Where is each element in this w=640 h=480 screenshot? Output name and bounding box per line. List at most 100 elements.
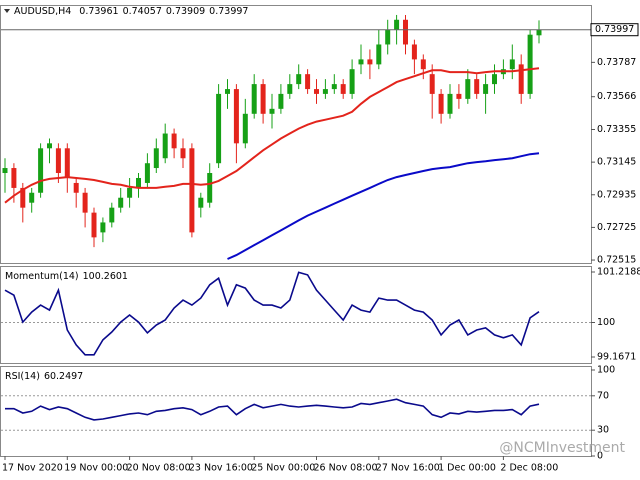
indicator-line bbox=[5, 398, 540, 421]
candle-body bbox=[153, 148, 159, 169]
price-box bbox=[590, 23, 639, 37]
candle-body bbox=[394, 19, 400, 30]
candle-body bbox=[305, 74, 311, 90]
candle-body bbox=[411, 44, 417, 60]
candle-body bbox=[483, 84, 489, 94]
candle-body bbox=[474, 79, 480, 94]
x-tick-label: 23 Nov 16:00 bbox=[189, 463, 253, 474]
candle-body bbox=[225, 89, 230, 94]
x-tick-label: 27 Nov 16:00 bbox=[376, 463, 440, 474]
candle-body bbox=[109, 207, 115, 223]
ohlc-close: 0.73997 bbox=[209, 6, 248, 17]
ohlc-open: 0.73961 bbox=[79, 6, 118, 17]
y-tick-label: 0.73145 bbox=[597, 157, 636, 168]
candle-body bbox=[11, 168, 17, 188]
candle-body bbox=[162, 133, 168, 159]
indicator-line bbox=[4, 67, 540, 204]
candle-body bbox=[29, 192, 35, 203]
candle-body bbox=[91, 212, 97, 238]
y-tick-label: 70 bbox=[597, 390, 609, 401]
candle-body bbox=[189, 148, 195, 233]
candle-body bbox=[527, 34, 533, 94]
indicator-line bbox=[227, 152, 540, 260]
indicator-name: Momentum(14) bbox=[5, 271, 79, 282]
candle-body bbox=[376, 44, 382, 65]
candle-body bbox=[233, 89, 239, 144]
ohlc-low: 0.73909 bbox=[166, 6, 205, 17]
candle-body bbox=[171, 133, 177, 149]
candle-body bbox=[73, 182, 79, 193]
candle-body bbox=[242, 113, 248, 144]
x-tick-label: 19 Nov 00:00 bbox=[64, 463, 128, 474]
candle-body bbox=[64, 148, 70, 178]
candle-body bbox=[322, 89, 328, 94]
x-tick-label: 1 Dec 00:00 bbox=[438, 463, 496, 474]
y-tick-label: 0.72515 bbox=[597, 255, 636, 266]
y-tick-label: 99.1671 bbox=[597, 352, 636, 363]
candle-body bbox=[251, 84, 257, 114]
candle-body bbox=[403, 19, 408, 45]
indicator-name: RSI(14) bbox=[5, 371, 40, 382]
watermark: @NCMInvestment bbox=[499, 440, 625, 456]
x-tick-label: 26 Nov 08:00 bbox=[314, 463, 378, 474]
candle-body bbox=[216, 93, 222, 164]
candle-body bbox=[144, 163, 150, 183]
x-tick-label: 25 Nov 00:00 bbox=[251, 463, 315, 474]
menu-icon[interactable] bbox=[4, 9, 10, 13]
candle-body bbox=[118, 197, 124, 208]
panel-title: RSI(14) 60.2497 bbox=[5, 371, 83, 382]
symbol: AUDUSD,H4 bbox=[14, 6, 71, 17]
candle-body bbox=[296, 74, 302, 85]
candle-body bbox=[429, 74, 435, 94]
candle-body bbox=[447, 93, 453, 114]
candle-body bbox=[438, 93, 444, 114]
candle-body bbox=[420, 59, 426, 70]
rsi-panel bbox=[0, 366, 592, 457]
y-tick-label: 0 bbox=[597, 451, 603, 462]
candle-body bbox=[260, 84, 266, 114]
main-panel bbox=[0, 5, 592, 264]
y-tick-label: 101.2188 bbox=[597, 267, 640, 278]
candle-body bbox=[367, 59, 373, 65]
candle-body bbox=[198, 197, 204, 208]
candle-body bbox=[358, 59, 364, 65]
indicator-value: 100.2601 bbox=[83, 271, 128, 282]
indicator-line bbox=[4, 271, 540, 356]
y-tick-label: 100 bbox=[597, 365, 615, 376]
candle-body bbox=[509, 59, 515, 70]
indicator-value: 60.2497 bbox=[44, 371, 83, 382]
candle-body bbox=[136, 177, 141, 188]
x-tick-label: 2 Dec 08:00 bbox=[500, 463, 558, 474]
momentum-panel bbox=[0, 266, 592, 364]
candle-body bbox=[180, 148, 186, 159]
y-tick-label: 100 bbox=[597, 317, 615, 328]
candle-body bbox=[47, 143, 52, 149]
candle-body bbox=[456, 93, 462, 99]
x-tick-label: 20 Nov 08:00 bbox=[127, 463, 191, 474]
y-tick-label: 0.72935 bbox=[597, 189, 636, 200]
candle-body bbox=[82, 192, 88, 213]
candle-body bbox=[340, 84, 346, 94]
y-tick-label: 0.72725 bbox=[597, 222, 636, 233]
panel-title: Momentum(14) 100.2601 bbox=[5, 271, 128, 282]
candle-body bbox=[465, 79, 471, 99]
y-tick-label: 0.73355 bbox=[597, 124, 636, 135]
candle-body bbox=[2, 168, 8, 174]
candle-body bbox=[492, 74, 497, 85]
x-tick-label: 17 Nov 2020 bbox=[2, 463, 63, 474]
ohlc-high: 0.74057 bbox=[123, 6, 162, 17]
candle-body bbox=[20, 187, 26, 208]
candle-body bbox=[349, 69, 355, 94]
candle-body bbox=[331, 84, 337, 90]
candle-body bbox=[385, 29, 391, 45]
y-tick-label: 0.73566 bbox=[597, 91, 636, 102]
candle-body bbox=[287, 84, 293, 94]
candle-body bbox=[314, 89, 319, 94]
candle-body bbox=[207, 173, 213, 203]
candle-body bbox=[100, 222, 106, 233]
candle-body bbox=[269, 108, 275, 114]
y-tick-label: 0.73787 bbox=[597, 57, 636, 68]
candle-body bbox=[38, 148, 44, 193]
